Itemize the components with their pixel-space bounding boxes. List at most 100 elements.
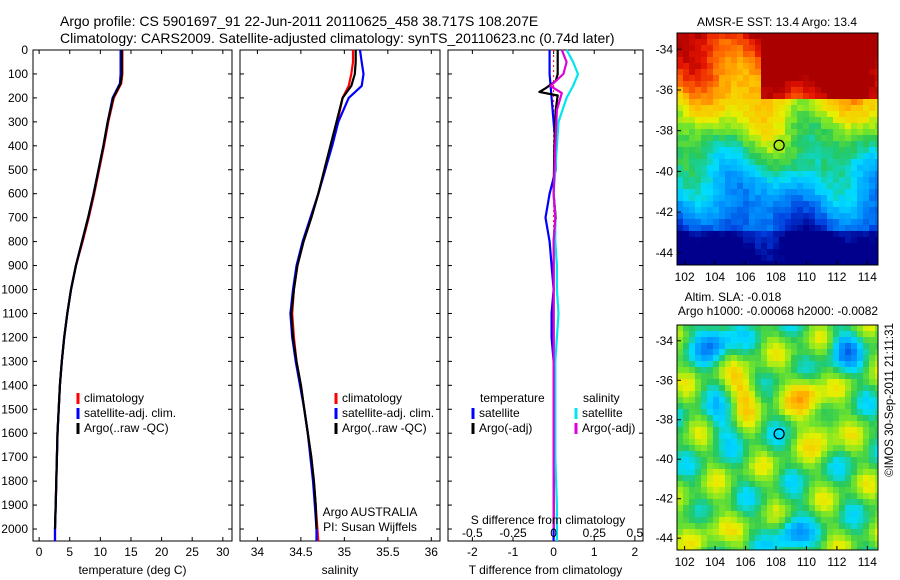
heatmap-cell xyxy=(869,255,875,261)
y-tick-label: 700 xyxy=(8,211,28,225)
heatmap-cell xyxy=(851,505,857,511)
heatmap-cell xyxy=(737,361,743,367)
heatmap-cell xyxy=(677,111,683,117)
heatmap-cell xyxy=(791,379,797,385)
heatmap-cell xyxy=(713,201,719,207)
heatmap-cell xyxy=(677,33,683,39)
heatmap-cell xyxy=(791,231,797,237)
heatmap-cell xyxy=(755,261,761,265)
heatmap-cell xyxy=(875,171,878,177)
heatmap-cell xyxy=(743,93,749,99)
heatmap-cell xyxy=(785,141,791,147)
heatmap-cell xyxy=(827,225,833,231)
heatmap-cell xyxy=(731,445,737,451)
heatmap-cell xyxy=(761,105,767,111)
heatmap-cell xyxy=(761,135,767,141)
heatmap-cell xyxy=(797,349,803,355)
heatmap-cell xyxy=(845,225,851,231)
heatmap-cell xyxy=(707,39,713,45)
heatmap-cell xyxy=(767,517,773,523)
heatmap-cell xyxy=(863,51,869,57)
heatmap-cell xyxy=(701,75,707,81)
heatmap-cell xyxy=(839,331,845,337)
heatmap-cell xyxy=(707,213,713,219)
heatmap-cell xyxy=(875,159,878,165)
heatmap-cell xyxy=(713,123,719,129)
heatmap-cell xyxy=(761,129,767,135)
heatmap-cell xyxy=(875,249,878,255)
heatmap-cell xyxy=(677,183,683,189)
heatmap-cell xyxy=(785,219,791,225)
heatmap-cell xyxy=(827,87,833,93)
heatmap-cell xyxy=(707,177,713,183)
heatmap-cell xyxy=(875,463,878,469)
heatmap-cell xyxy=(689,451,695,457)
heatmap-cell xyxy=(701,331,707,337)
heatmap-cell xyxy=(821,421,827,427)
heatmap-cell xyxy=(845,445,851,451)
heatmap-cell xyxy=(797,547,803,550)
heatmap-cell xyxy=(797,105,803,111)
heatmap-cell xyxy=(785,255,791,261)
heatmap-cell xyxy=(677,99,683,105)
heatmap-cell xyxy=(677,505,683,511)
heatmap-cell xyxy=(725,81,731,87)
heatmap-cell xyxy=(809,379,815,385)
heatmap-cell xyxy=(737,547,743,550)
y-tick-label: -38 xyxy=(656,413,674,427)
heatmap-cell xyxy=(677,343,683,349)
heatmap-cell xyxy=(875,117,878,123)
heatmap-cell xyxy=(731,123,737,129)
heatmap-cell xyxy=(851,99,857,105)
heatmap-cell xyxy=(755,397,761,403)
heatmap-cell xyxy=(791,325,797,331)
heatmap-cell xyxy=(695,129,701,135)
heatmap-cell xyxy=(761,463,767,469)
heatmap-cell xyxy=(731,231,737,237)
heatmap-cell xyxy=(683,183,689,189)
heatmap-cell xyxy=(821,343,827,349)
heatmap-cell xyxy=(761,177,767,183)
heatmap-cell xyxy=(683,33,689,39)
heatmap-cell xyxy=(773,355,779,361)
heatmap-cell xyxy=(713,475,719,481)
heatmap-cell xyxy=(737,159,743,165)
heatmap-cell xyxy=(857,51,863,57)
heatmap-cell xyxy=(791,75,797,81)
heatmap-cell xyxy=(755,535,761,541)
heatmap-cell xyxy=(755,51,761,57)
heatmap-cell xyxy=(761,225,767,231)
heatmap-cell xyxy=(791,141,797,147)
heatmap-cell xyxy=(761,499,767,505)
heatmap-cell xyxy=(851,457,857,463)
heatmap-cell xyxy=(767,541,773,547)
heatmap-cell xyxy=(713,213,719,219)
heatmap-cell xyxy=(833,547,839,550)
heatmap-cell xyxy=(725,111,731,117)
heatmap-cell xyxy=(809,39,815,45)
heatmap-cell xyxy=(833,505,839,511)
heatmap-cell xyxy=(857,81,863,87)
heatmap-cell xyxy=(791,201,797,207)
heatmap-cell xyxy=(875,141,878,147)
heatmap-cell xyxy=(869,451,875,457)
heatmap-cell xyxy=(713,261,719,265)
heatmap-cell xyxy=(779,343,785,349)
heatmap-cell xyxy=(755,355,761,361)
heatmap-cell xyxy=(749,75,755,81)
heatmap-cell xyxy=(815,547,821,550)
heatmap-cell xyxy=(767,213,773,219)
heatmap-cell xyxy=(749,463,755,469)
heatmap-cell xyxy=(701,159,707,165)
heatmap-cell xyxy=(779,195,785,201)
heatmap-cell xyxy=(689,237,695,243)
heatmap-cell xyxy=(749,237,755,243)
heatmap-cell xyxy=(719,409,725,415)
heatmap-cell xyxy=(755,207,761,213)
heatmap-cell xyxy=(839,517,845,523)
heatmap-cell xyxy=(851,45,857,51)
heatmap-cell xyxy=(785,541,791,547)
heatmap-cell xyxy=(689,445,695,451)
heatmap-cell xyxy=(809,421,815,427)
heatmap-cell xyxy=(821,457,827,463)
